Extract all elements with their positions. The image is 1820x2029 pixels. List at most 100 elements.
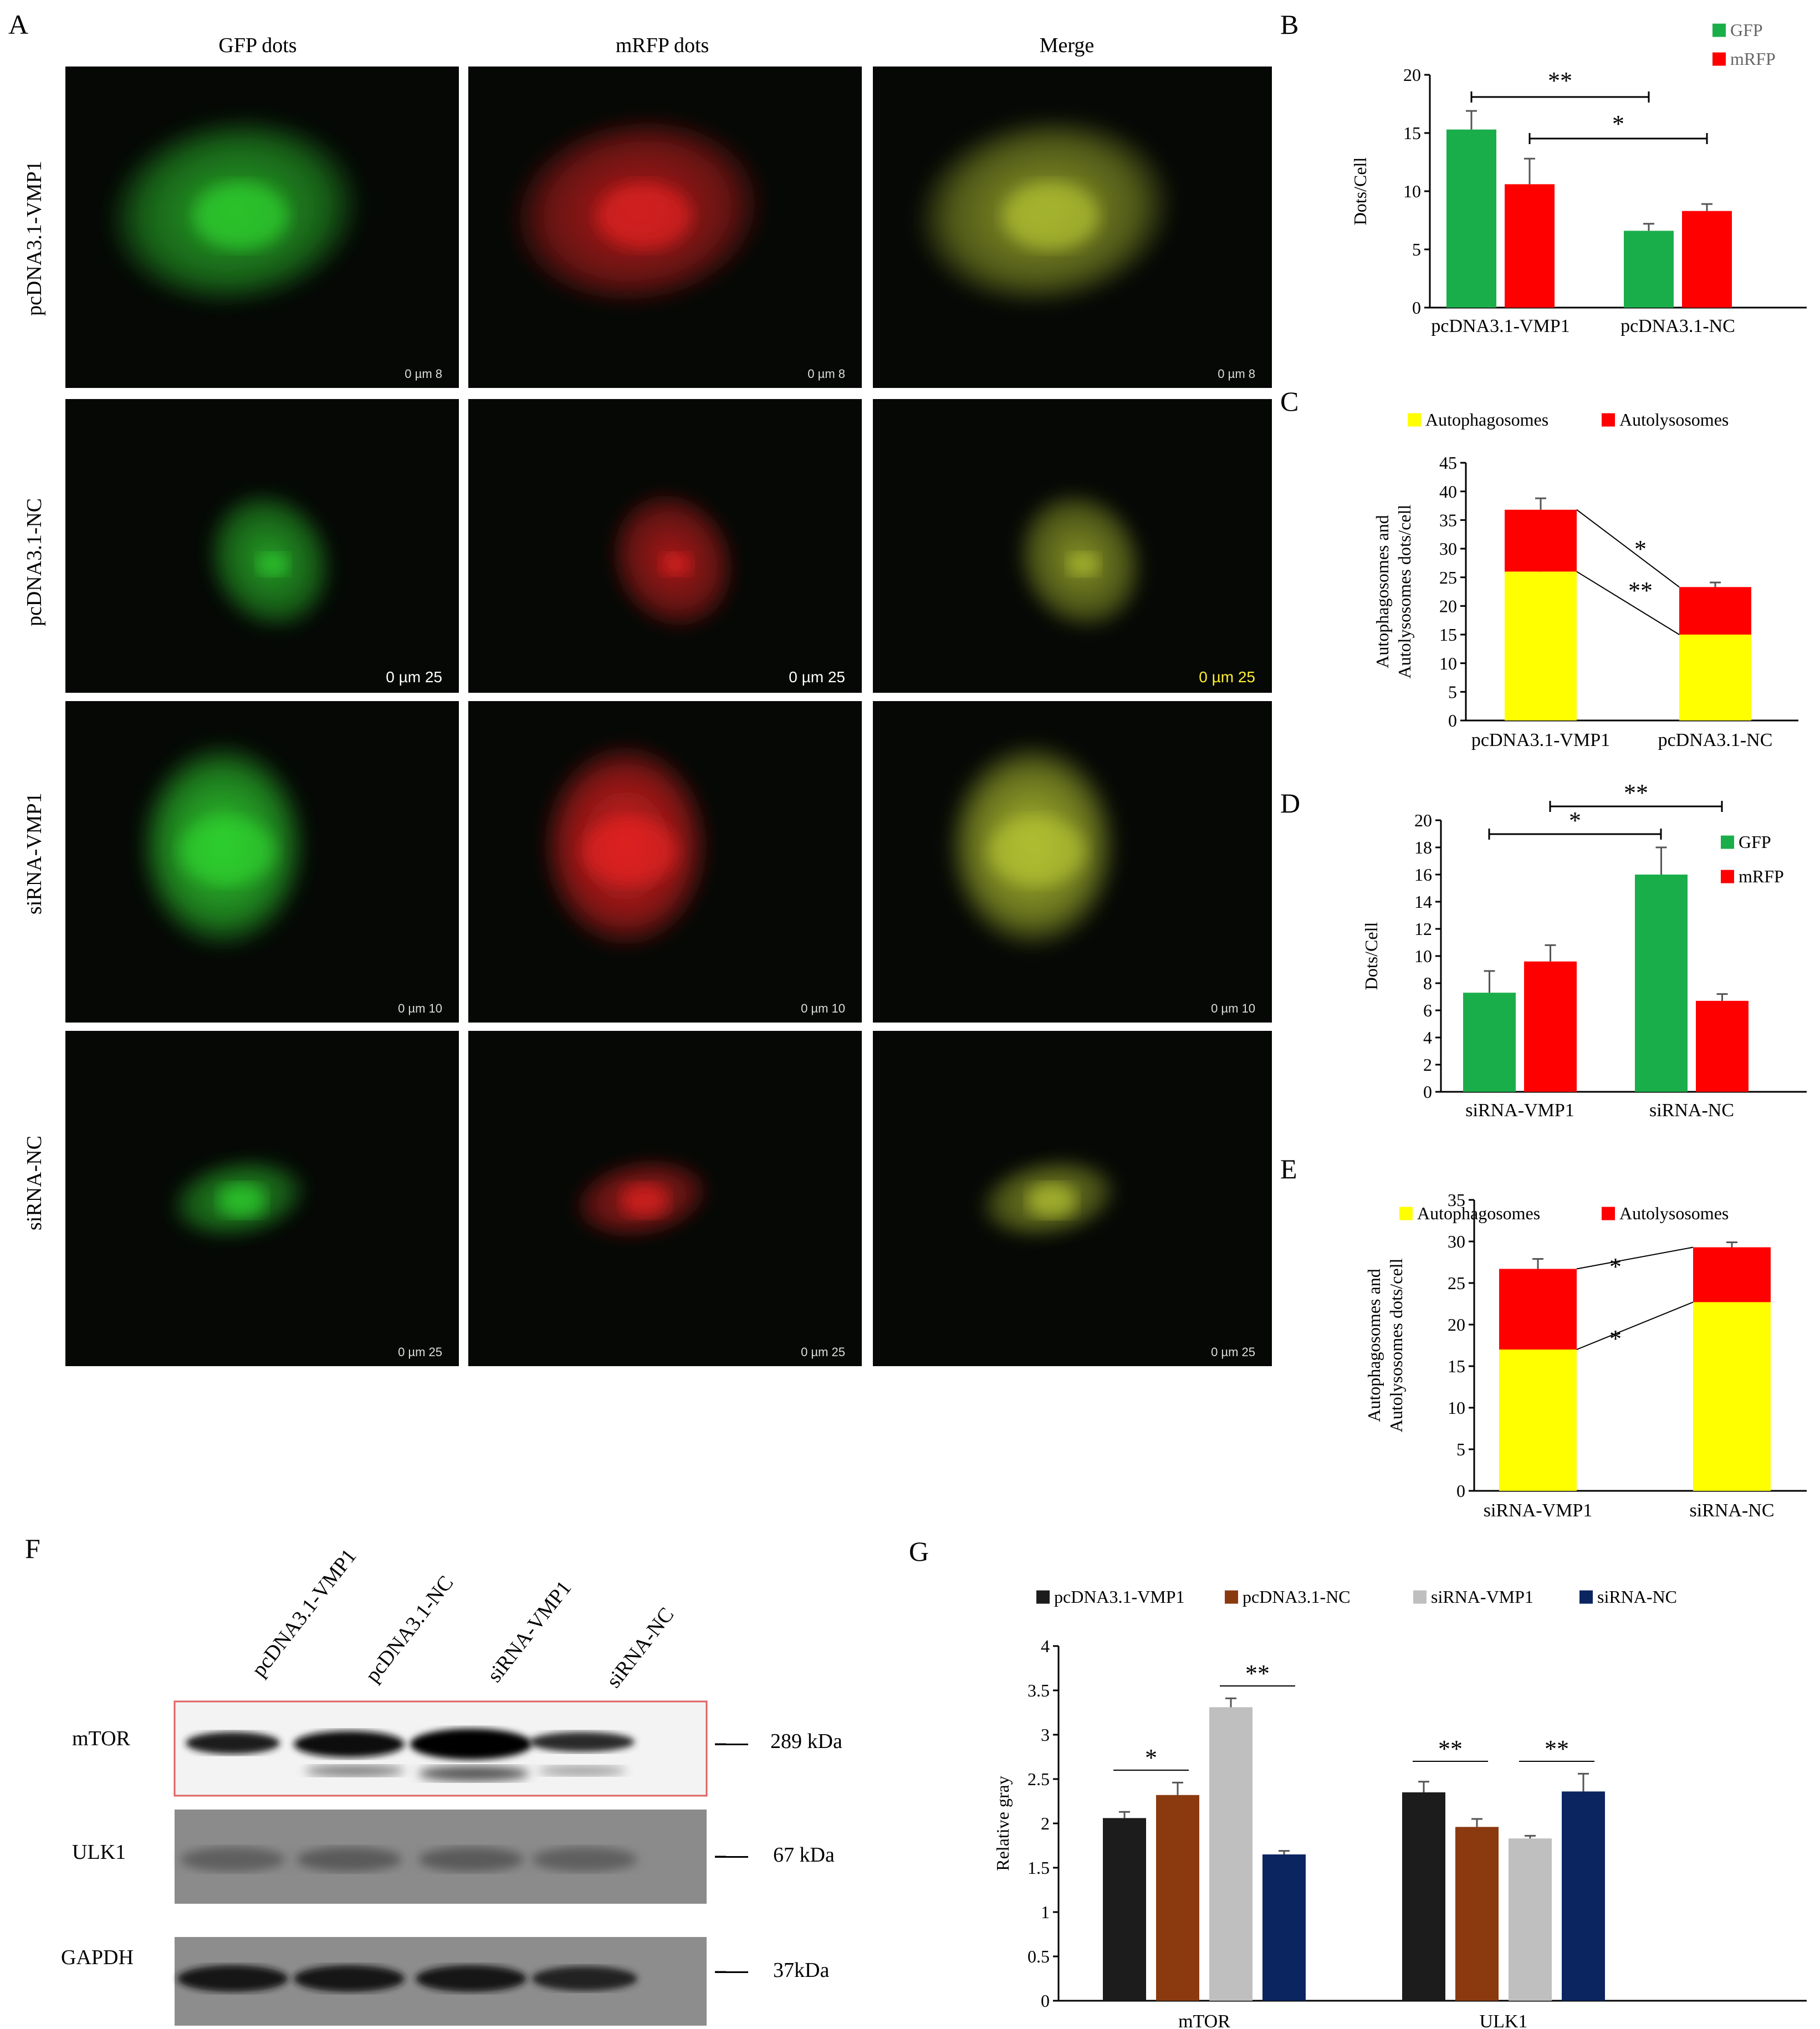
y-tick-label: 10	[1403, 181, 1421, 201]
scale-bar: 0 µm 25	[801, 1345, 845, 1359]
legend-swatch-mrfp	[1712, 52, 1726, 66]
y-tick-label: 2.5	[1027, 1769, 1050, 1789]
blot-protein-gapdh: GAPDH	[61, 1946, 134, 1969]
legend-label-autophagosomes: Autophagosomes	[1417, 1203, 1540, 1223]
scale-bar: 0 µm 10	[801, 1001, 845, 1015]
panel-label-g: G	[909, 1536, 929, 1567]
legend-label-autophagosomes: Autophagosomes	[1425, 410, 1548, 430]
y-axis-label-line2: Autolysosomes dots/cell	[1394, 505, 1414, 679]
y-tick-label: 0	[1041, 1991, 1050, 2011]
micrograph-r4-c2: 0 µm 25	[468, 1031, 862, 1366]
y-tick-label: 5	[1412, 239, 1421, 259]
sig-marker: **	[1628, 577, 1653, 604]
legend-label-gfp: GFP	[1730, 20, 1763, 40]
bar-autophagosomes-1	[1499, 1350, 1577, 1491]
y-tick-label: 12	[1414, 919, 1432, 939]
sig-marker: *	[1612, 110, 1624, 137]
scale-bar: 0 µm 10	[398, 1001, 442, 1015]
y-tick-label: 0	[1412, 298, 1421, 318]
sig-marker: **	[1245, 1660, 1270, 1687]
micrograph-r1-c3: 0 µm 8	[873, 67, 1272, 388]
legend-label-gfp: GFP	[1739, 832, 1771, 852]
sig-marker: **	[1438, 1735, 1463, 1762]
bar-autophagosomes-2	[1693, 1302, 1771, 1491]
y-tick-label: 18	[1414, 837, 1432, 857]
chart-b: 0 5 10 15 20 Dots/Cell pcDNA3.1-VMP1 pcDNA3.1-N…	[1350, 20, 1807, 336]
size-label-mtor: 289 kDa	[770, 1730, 842, 1753]
x-tick-label: siRNA-VMP1	[1484, 1500, 1592, 1521]
marker-line-mtor	[715, 1744, 748, 1745]
bar-pcdna3.1-vmp1-ulk1	[1402, 1792, 1445, 2001]
y-tick-label: 5	[1448, 682, 1457, 702]
x-tick-label: pcDNA3.1-VMP1	[1471, 730, 1610, 750]
y-tick-label: 0	[1423, 1082, 1432, 1102]
chart-g: 0 0.5 1 1.5 2 2.5 3 3.5 4 Relative gray mTOR ULK1 pc…	[993, 1587, 1807, 2029]
y-tick-label: 4	[1423, 1028, 1432, 1047]
y-tick-label: 2	[1041, 1813, 1050, 1833]
x-tick-label: siRNA-NC	[1649, 1100, 1734, 1121]
scale-bar: 0 µm 25	[398, 1345, 442, 1359]
micrograph-r3-c2: 0 µm 10	[468, 701, 862, 1023]
micrograph-r3-c3: 0 µm 10	[873, 701, 1272, 1023]
x-tick-label: siRNA-NC	[1689, 1500, 1774, 1521]
y-axis-label-line1: Autophagosomes and	[1364, 1269, 1384, 1422]
lane-label-2: pcDNA3.1-NC	[361, 1571, 458, 1687]
bar-mrfp-2	[1696, 1000, 1749, 1092]
micrograph-r4-c1: 0 µm 25	[65, 1031, 459, 1366]
panel-label-d: D	[1280, 788, 1301, 819]
y-axis-label-line1: Autophagosomes and	[1372, 515, 1392, 668]
y-tick-label: 16	[1414, 865, 1432, 885]
blot-protein-ulk1: ULK1	[72, 1841, 126, 1864]
y-tick-label: 30	[1439, 539, 1457, 559]
row-label-sirna-vmp1: siRNA-VMP1	[23, 793, 46, 914]
legend-label-autolysosomes: Autolysosomes	[1619, 1203, 1729, 1223]
scale-bar: 0 µm 25	[1211, 1345, 1255, 1359]
scale-bar: 0 µm 25	[386, 668, 442, 686]
bar-gfp-1	[1446, 129, 1496, 308]
legend-swatch-autophagosomes	[1399, 1207, 1413, 1220]
bar-autolysosomes-1	[1505, 509, 1577, 572]
legend-swatch-mrfp	[1721, 870, 1734, 883]
micrograph-r2-c3: 0 µm 25	[873, 399, 1272, 693]
legend-label-mrfp: mRFP	[1730, 49, 1776, 69]
y-tick-label: 45	[1439, 453, 1457, 473]
bar-autolysosomes-2	[1693, 1247, 1771, 1302]
bar-pcdna3.1-vmp1-mtor	[1103, 1818, 1146, 2001]
y-tick-label: 20	[1439, 596, 1457, 616]
bar-autolysosomes-2	[1679, 587, 1751, 635]
scale-bar: 0 µm 8	[807, 367, 845, 381]
row-label-pcdna-vmp1: pcDNA3.1-VMP1	[23, 161, 46, 316]
y-tick-label: 10	[1439, 653, 1457, 673]
scale-bar: 0 µm 25	[1199, 668, 1255, 686]
y-tick-label: 15	[1403, 123, 1421, 143]
legend-swatch-autolysosomes	[1602, 1207, 1615, 1220]
legend-swatch-0	[1036, 1590, 1050, 1604]
y-tick-label: 35	[1439, 510, 1457, 530]
x-tick-label: pcDNA3.1-VMP1	[1431, 316, 1570, 336]
legend-swatch-autophagosomes	[1408, 413, 1421, 427]
y-tick-label: 15	[1448, 1356, 1465, 1376]
bar-mrfp-1	[1505, 184, 1555, 308]
y-tick-label: 1	[1041, 1902, 1050, 1922]
sig-marker: *	[1609, 1325, 1622, 1352]
lane-label-4: siRNA-NC	[602, 1603, 679, 1693]
panel-label-e: E	[1280, 1153, 1297, 1184]
micrograph-r2-c1: 0 µm 25	[65, 399, 459, 693]
legend-swatch-1	[1225, 1590, 1238, 1604]
bar-sirna-nc-mtor	[1262, 1854, 1306, 2001]
legend-label-mrfp: mRFP	[1739, 866, 1784, 886]
column-title-mrfp: mRFP dots	[615, 34, 709, 57]
y-tick-label: 15	[1439, 625, 1457, 645]
y-axis-label: Dots/Cell	[1361, 922, 1381, 990]
scale-bar: 0 µm 25	[789, 668, 845, 686]
x-tick-label: ULK1	[1480, 2011, 1528, 2029]
micrograph-r1-c2: 0 µm 8	[468, 67, 862, 388]
connector-line	[1576, 571, 1680, 635]
legend-swatch-gfp	[1712, 23, 1726, 37]
legend-swatch-2	[1413, 1590, 1427, 1604]
legend-label-0: pcDNA3.1-VMP1	[1054, 1587, 1185, 1607]
size-label-ulk1: 67 kDa	[773, 1843, 835, 1867]
y-tick-label: 25	[1439, 568, 1457, 587]
y-tick-label: 3.5	[1027, 1680, 1050, 1700]
